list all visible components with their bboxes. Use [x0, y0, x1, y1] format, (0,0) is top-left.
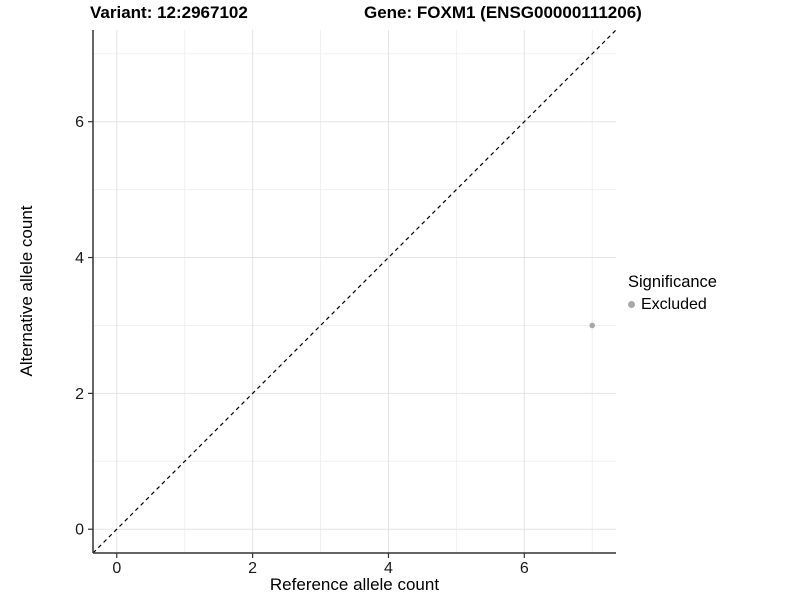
identity-line: [92, 29, 617, 554]
plot-title-variant: Variant: 12:2967102: [90, 3, 248, 22]
legend-item-label: Excluded: [641, 296, 707, 313]
legend: Significance Excluded: [628, 273, 717, 314]
y-tick-label: 6: [75, 114, 84, 131]
legend-title: Significance: [628, 273, 717, 291]
y-tick-label: 0: [75, 522, 84, 539]
data-point: [589, 322, 596, 329]
x-tick-label: 0: [112, 560, 121, 577]
x-tick-label: 6: [520, 560, 529, 577]
x-tick-label: 4: [384, 560, 393, 577]
y-tick-label: 4: [75, 250, 84, 267]
legend-item-excluded: Excluded: [628, 295, 717, 314]
plot-title-gene: Gene: FOXM1 (ENSG00000111206): [364, 3, 642, 22]
x-axis-title: Reference allele count: [269, 575, 440, 594]
y-tick-label: 2: [75, 386, 84, 403]
x-tick-label: 2: [248, 560, 257, 577]
excluded-point-swatch-icon: [628, 301, 635, 308]
y-axis-title: Alternative allele count: [17, 205, 36, 377]
